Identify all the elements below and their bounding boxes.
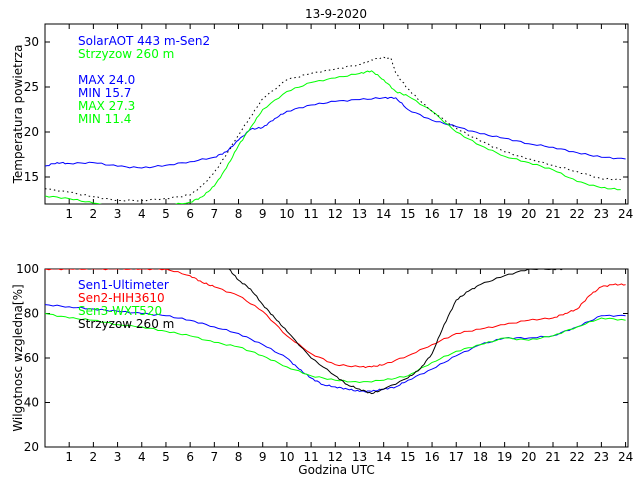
legend-entry: SolarAOT 443 m-Sen2 [78, 34, 210, 48]
x-tick-label: 5 [162, 450, 170, 464]
y-tick-label: 20 [24, 440, 39, 454]
x-tick-label: 8 [235, 207, 243, 221]
x-tick-label: 24 [618, 207, 633, 221]
y-tick-label: 40 [24, 396, 39, 410]
x-tick-label: 9 [259, 207, 267, 221]
x-tick-label: 19 [497, 207, 512, 221]
x-tick-label: 7 [211, 207, 219, 221]
x-tick-label: 1 [65, 450, 73, 464]
x-tick-label: 6 [186, 207, 194, 221]
annotation-text: MAX 24.0 [78, 73, 135, 87]
x-tick-label: 15 [400, 450, 415, 464]
x-tick-label: 3 [114, 207, 122, 221]
x-tick-label: 4 [138, 207, 146, 221]
annotation-text: MIN 15.7 [78, 86, 131, 100]
legend-entry: Strzyzow 260 m [78, 317, 174, 331]
series-line-strzyzow-260-m [45, 70, 621, 204]
x-tick-label: 21 [545, 450, 560, 464]
x-tick-label: 13 [352, 450, 367, 464]
x-tick-label: 22 [570, 207, 585, 221]
x-tick-label: 11 [303, 450, 318, 464]
x-tick-label: 20 [521, 450, 536, 464]
x-tick-label: 17 [449, 207, 464, 221]
y-tick-label: 100 [16, 262, 39, 276]
x-tick-label: 18 [473, 207, 488, 221]
x-tick-label: 2 [90, 207, 98, 221]
series-line-sen3-wxt520 [45, 313, 626, 384]
x-tick-label: 15 [400, 207, 415, 221]
annotation-text: MAX 27.3 [78, 99, 135, 113]
x-tick-label: 6 [186, 450, 194, 464]
legend-entry: Sen2-HIH3610 [78, 291, 165, 305]
x-tick-label: 23 [594, 207, 609, 221]
x-tick-label: 9 [259, 450, 267, 464]
chart-title: 13-9-2020 [305, 7, 367, 21]
x-tick-label: 10 [279, 450, 294, 464]
x-tick-label: 16 [424, 450, 439, 464]
x-tick-label: 14 [376, 450, 391, 464]
series-line-solaraot-443-m-sen2 [45, 96, 626, 169]
y-tick-label: 80 [24, 307, 39, 321]
x-tick-label: 1 [65, 207, 73, 221]
x-tick-label: 23 [594, 450, 609, 464]
x-tick-label: 14 [376, 207, 391, 221]
panel-2: 1 2 3 4 5 6 7 8 9 10 11 12 13 14 15 16 17 18 19 20 21 22 23 242… [11, 262, 633, 477]
y-axis-label: Temperatura powietrza [11, 45, 25, 185]
x-tick-label: 8 [235, 450, 243, 464]
x-tick-label: 11 [303, 207, 318, 221]
series-line-reference [45, 56, 621, 202]
x-tick-label: 20 [521, 207, 536, 221]
x-tick-label: 2 [90, 450, 98, 464]
y-tick-label: 25 [24, 80, 39, 94]
plot-frame [44, 23, 629, 205]
x-axis-label: Godzina UTC [298, 463, 374, 477]
x-tick-label: 12 [328, 450, 343, 464]
y-tick-label: 60 [24, 351, 39, 365]
x-tick-label: 4 [138, 450, 146, 464]
x-tick-label: 17 [449, 450, 464, 464]
annotation-text: MIN 11.4 [78, 112, 131, 126]
x-tick-label: 3 [114, 450, 122, 464]
y-tick-label: 15 [24, 170, 39, 184]
x-tick-label: 21 [545, 207, 560, 221]
x-tick-label: 16 [424, 207, 439, 221]
x-tick-label: 19 [497, 450, 512, 464]
series-line-strzyzow-260-m [228, 269, 566, 395]
legend-entry: Sen1-Ultimeter [78, 278, 169, 292]
series-line-sen2-hih3610 [45, 269, 626, 369]
x-tick-label: 18 [473, 450, 488, 464]
y-axis-label: Wilgotnosc wzgledna[%] [11, 284, 25, 431]
x-tick-label: 13 [352, 207, 367, 221]
x-tick-label: 7 [211, 450, 219, 464]
x-tick-label: 10 [279, 207, 294, 221]
x-tick-label: 5 [162, 207, 170, 221]
y-tick-label: 20 [24, 125, 39, 139]
x-tick-label: 22 [570, 450, 585, 464]
legend-entry: Sen3-WXT520 [78, 304, 162, 318]
x-tick-label: 24 [618, 450, 633, 464]
x-tick-label: 12 [328, 207, 343, 221]
panel-1: 1 2 3 4 5 6 7 8 9 10 11 12 13 14 15 16 17 18 19 20 21 22 23 241… [11, 23, 633, 221]
y-tick-label: 30 [24, 35, 39, 49]
legend-entry: Strzyzow 260 m [78, 47, 174, 61]
